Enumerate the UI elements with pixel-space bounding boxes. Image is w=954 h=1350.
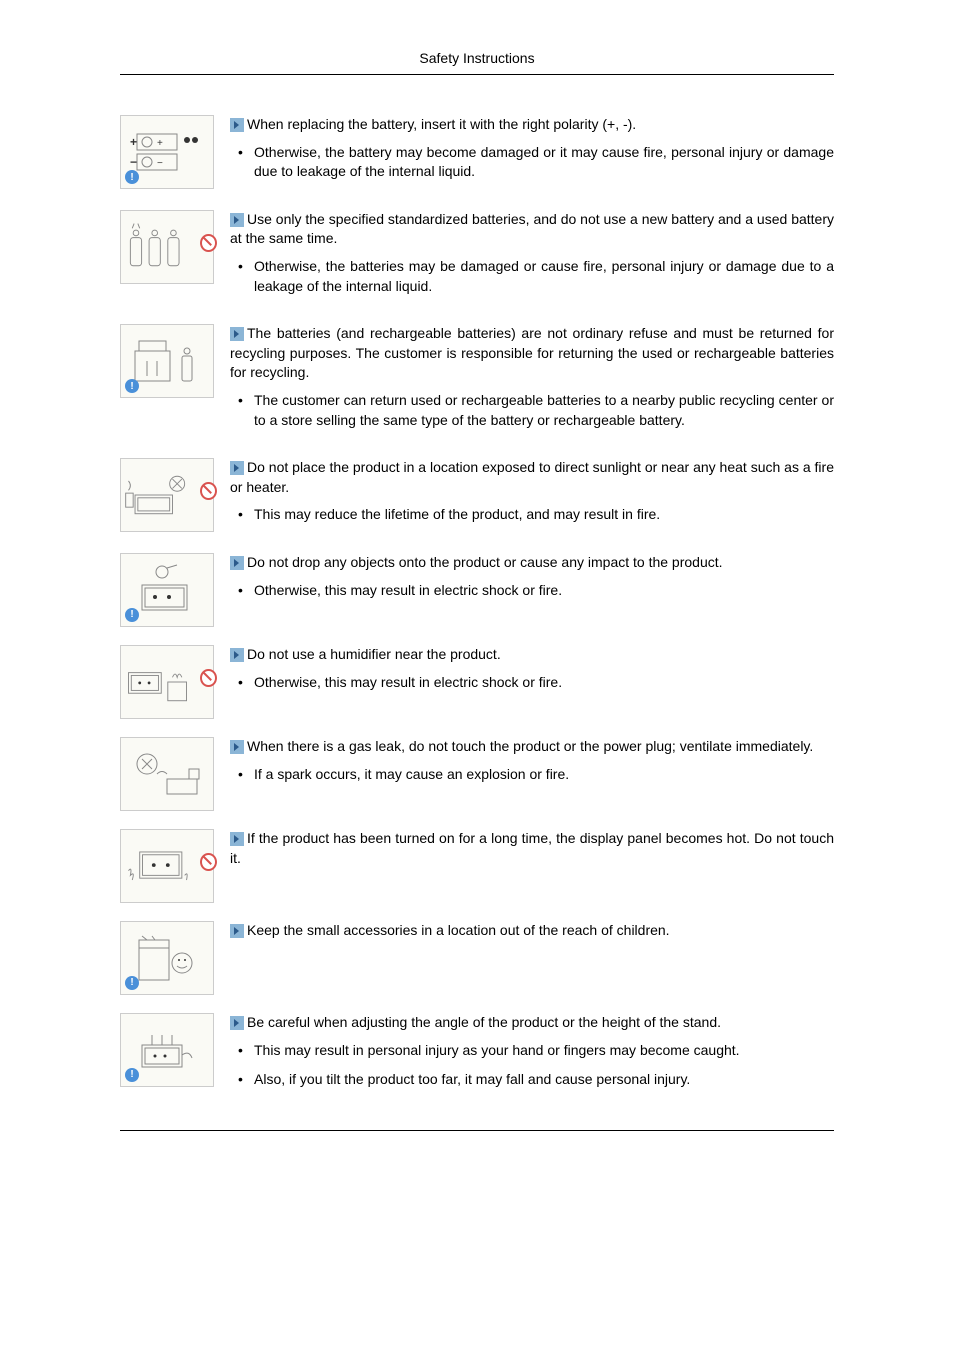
- heading-text: The batteries (and rechargeable batterie…: [230, 325, 834, 380]
- arrow-icon: [230, 740, 244, 754]
- instruction-content: When replacing the battery, insert it wi…: [230, 115, 834, 192]
- instruction-content: Keep the small accessories in a location…: [230, 921, 834, 949]
- bullet-list: If a spark occurs, it may cause an explo…: [230, 765, 834, 785]
- bullet-item: Also, if you tilt the product too far, i…: [230, 1070, 834, 1090]
- bullet-list: Otherwise, this may result in electric s…: [230, 581, 834, 601]
- instruction-row: ! The batteries (and rechargeable batteri…: [120, 324, 834, 440]
- heading-text: Keep the small accessories in a location…: [247, 922, 670, 938]
- bullet-item: The customer can return used or recharge…: [230, 391, 834, 430]
- instruction-illustration: [120, 210, 214, 284]
- instruction-content: Do not use a humidifier near the product…: [230, 645, 834, 702]
- info-badge-icon: !: [125, 976, 139, 990]
- instruction-content: Do not drop any objects onto the product…: [230, 553, 834, 610]
- svg-text:+: +: [130, 135, 137, 149]
- info-badge-icon: !: [125, 608, 139, 622]
- arrow-icon: [230, 648, 244, 662]
- heading-text: When there is a gas leak, do not touch t…: [247, 738, 813, 754]
- arrow-icon: [230, 213, 244, 227]
- instruction-row: ! Do not drop any objects onto the produc…: [120, 553, 834, 627]
- bullet-item: Otherwise, this may result in electric s…: [230, 581, 834, 601]
- instruction-content: Use only the specified standardized batt…: [230, 210, 834, 306]
- prohibit-badge-icon: [200, 482, 217, 500]
- instruction-row: Use only the specified standardized batt…: [120, 210, 834, 306]
- bullet-list: Otherwise, the batteries may be damaged …: [230, 257, 834, 296]
- arrow-icon: [230, 924, 244, 938]
- instruction-heading: Do not place the product in a location e…: [230, 458, 834, 497]
- svg-text:−: −: [157, 158, 163, 169]
- instruction-heading: Keep the small accessories in a location…: [230, 921, 834, 941]
- instruction-heading: Do not drop any objects onto the product…: [230, 553, 834, 573]
- heading-text: Use only the specified standardized batt…: [230, 211, 834, 247]
- bullet-item: This may result in personal injury as yo…: [230, 1041, 834, 1061]
- instruction-illustration: !: [120, 553, 214, 627]
- instruction-content: Do not place the product in a location e…: [230, 458, 834, 535]
- instruction-illustration: !: [120, 921, 214, 995]
- arrow-icon: [230, 556, 244, 570]
- bullet-item: Otherwise, the batteries may be damaged …: [230, 257, 834, 296]
- instruction-row: ! Keep the small accessories in a locatio…: [120, 921, 834, 995]
- prohibit-badge-icon: [200, 853, 217, 871]
- instruction-content: When there is a gas leak, do not touch t…: [230, 737, 834, 794]
- footer-divider: [120, 1130, 834, 1131]
- bullet-list: This may reduce the lifetime of the prod…: [230, 505, 834, 525]
- instruction-heading: When replacing the battery, insert it wi…: [230, 115, 834, 135]
- bullet-item: If a spark occurs, it may cause an explo…: [230, 765, 834, 785]
- instruction-row: When there is a gas leak, do not touch t…: [120, 737, 834, 811]
- heading-text: Be careful when adjusting the angle of t…: [247, 1014, 721, 1030]
- bullet-list: Otherwise, this may result in electric s…: [230, 673, 834, 693]
- heading-text: If the product has been turned on for a …: [230, 830, 834, 866]
- instruction-heading: When there is a gas leak, do not touch t…: [230, 737, 834, 757]
- svg-text:+: +: [157, 138, 163, 149]
- instruction-illustration: [120, 645, 214, 719]
- arrow-icon: [230, 118, 244, 132]
- arrow-icon: [230, 461, 244, 475]
- instruction-heading: The batteries (and rechargeable batterie…: [230, 324, 834, 383]
- instruction-heading: Be careful when adjusting the angle of t…: [230, 1013, 834, 1033]
- instruction-illustration: !: [120, 1013, 214, 1087]
- bullet-list: The customer can return used or recharge…: [230, 391, 834, 430]
- instruction-row: ! Be careful when adjusting the angle of …: [120, 1013, 834, 1100]
- info-badge-icon: !: [125, 1068, 139, 1082]
- heading-text: Do not place the product in a location e…: [230, 459, 834, 495]
- info-badge-icon: !: [125, 170, 139, 184]
- heading-text: Do not use a humidifier near the product…: [247, 646, 501, 662]
- bullet-list: Otherwise, the battery may become damage…: [230, 143, 834, 182]
- instruction-row: If the product has been turned on for a …: [120, 829, 834, 903]
- page-container: Safety Instructions + − + −! When replacing …: [0, 0, 954, 1171]
- instructions-list: + − + −! When replacing the battery, insert …: [120, 115, 834, 1100]
- heading-text: Do not drop any objects onto the product…: [247, 554, 723, 570]
- instruction-row: Do not place the product in a location e…: [120, 458, 834, 535]
- instruction-illustration: [120, 829, 214, 903]
- page-header: Safety Instructions: [120, 50, 834, 75]
- prohibit-badge-icon: [200, 669, 217, 687]
- instruction-content: The batteries (and rechargeable batterie…: [230, 324, 834, 440]
- arrow-icon: [230, 327, 244, 341]
- instruction-illustration: !: [120, 324, 214, 398]
- bullet-item: Otherwise, the battery may become damage…: [230, 143, 834, 182]
- instruction-row: + − + −! When replacing the battery, insert …: [120, 115, 834, 192]
- bullet-item: Otherwise, this may result in electric s…: [230, 673, 834, 693]
- instruction-row: Do not use a humidifier near the product…: [120, 645, 834, 719]
- instruction-illustration: [120, 737, 214, 811]
- arrow-icon: [230, 1016, 244, 1030]
- bullet-item: This may reduce the lifetime of the prod…: [230, 505, 834, 525]
- instruction-illustration: + − + −!: [120, 115, 214, 189]
- instruction-heading: Use only the specified standardized batt…: [230, 210, 834, 249]
- instruction-heading: If the product has been turned on for a …: [230, 829, 834, 868]
- instruction-illustration: [120, 458, 214, 532]
- instruction-content: Be careful when adjusting the angle of t…: [230, 1013, 834, 1100]
- prohibit-badge-icon: [200, 234, 217, 252]
- bullet-list: This may result in personal injury as yo…: [230, 1041, 834, 1090]
- arrow-icon: [230, 832, 244, 846]
- heading-text: When replacing the battery, insert it wi…: [247, 116, 636, 132]
- svg-text:−: −: [130, 155, 137, 169]
- instruction-content: If the product has been turned on for a …: [230, 829, 834, 876]
- instruction-heading: Do not use a humidifier near the product…: [230, 645, 834, 665]
